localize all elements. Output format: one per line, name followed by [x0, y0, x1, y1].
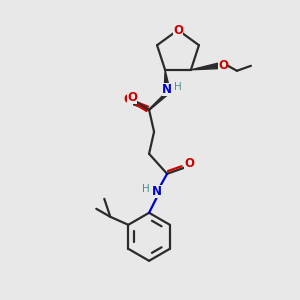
Polygon shape	[164, 70, 170, 90]
Text: O: O	[218, 59, 228, 72]
Text: O: O	[123, 93, 133, 106]
Text: H: H	[142, 184, 150, 194]
Text: N: N	[162, 83, 172, 96]
Text: O: O	[127, 91, 137, 104]
Polygon shape	[191, 63, 219, 70]
Text: O: O	[173, 23, 183, 37]
Text: N: N	[152, 185, 162, 198]
Text: O: O	[184, 157, 194, 170]
Text: H: H	[174, 82, 182, 92]
